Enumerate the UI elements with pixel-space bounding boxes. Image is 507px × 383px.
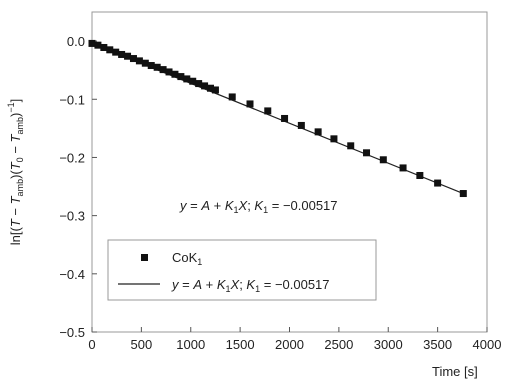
x-tick-label: 3500: [423, 337, 452, 352]
data-point: [124, 52, 132, 60]
legend: CoK1 y = A + K1X; K1 = −0.00517: [107, 239, 377, 301]
y-tick-label: −0.4: [59, 267, 85, 282]
x-tick-label: 2000: [275, 337, 304, 352]
data-point: [94, 41, 102, 49]
legend-marker-square: [141, 254, 148, 261]
data-point: [228, 93, 236, 101]
legend-series-label: CoK1: [172, 250, 202, 267]
data-point: [416, 171, 424, 179]
data-point: [112, 48, 120, 56]
data-point: [363, 149, 371, 157]
data-point: [106, 46, 114, 54]
y-tick-label: −0.5: [59, 325, 85, 340]
data-point: [246, 100, 254, 108]
x-tick-label: 1000: [176, 337, 205, 352]
data-point: [330, 135, 338, 143]
data-point: [147, 62, 155, 70]
data-point: [189, 77, 197, 85]
x-tick-label: 3000: [374, 337, 403, 352]
fit-annotation: y = A + K1X; K1 = −0.00517: [179, 198, 338, 215]
data-point: [129, 55, 137, 63]
data-point: [281, 114, 289, 122]
data-point: [100, 43, 108, 51]
data-point: [379, 156, 387, 164]
data-point: [399, 164, 407, 172]
x-axis-title: Time [s]: [432, 364, 478, 379]
data-point: [159, 66, 167, 74]
x-tick-label: 2500: [324, 337, 353, 352]
data-point: [347, 142, 355, 150]
x-tick-label: 1500: [226, 337, 255, 352]
data-point: [201, 82, 209, 90]
data-point: [183, 75, 191, 83]
data-point: [118, 50, 126, 58]
data-point: [314, 128, 322, 136]
data-point: [264, 107, 272, 115]
x-axis-ticks: 0 500 1000 1500 2000 2500 3000 3500 4000: [88, 327, 501, 352]
data-point: [177, 73, 185, 81]
data-point: [141, 59, 149, 67]
y-axis-title: ln[(T − Tamb)(T0 − Tamb)−1]: [6, 99, 25, 245]
data-point: [171, 70, 179, 78]
y-tick-label: 0.0: [67, 34, 85, 49]
x-tick-label: 0: [88, 337, 95, 352]
y-axis-ticks: 0.0 −0.1 −0.2 −0.3 −0.4 −0.5: [59, 34, 97, 340]
y-tick-label: −0.2: [59, 150, 85, 165]
x-tick-label: 500: [131, 337, 153, 352]
data-point: [135, 57, 143, 65]
x-tick-label: 4000: [473, 337, 502, 352]
data-point: [459, 190, 467, 198]
data-point: [88, 39, 96, 47]
data-point: [165, 68, 173, 76]
data-point: [153, 63, 161, 71]
data-point: [207, 84, 214, 92]
data-point: [195, 80, 203, 88]
legend-fit-label: y = A + K1X; K1 = −0.00517: [171, 277, 330, 294]
data-point: [434, 179, 442, 187]
legend-box: [107, 239, 377, 301]
y-tick-label: −0.3: [59, 209, 85, 224]
y-tick-label: −0.1: [59, 92, 85, 107]
data-point: [211, 86, 219, 94]
data-points: [88, 39, 467, 198]
data-point: [297, 121, 305, 129]
